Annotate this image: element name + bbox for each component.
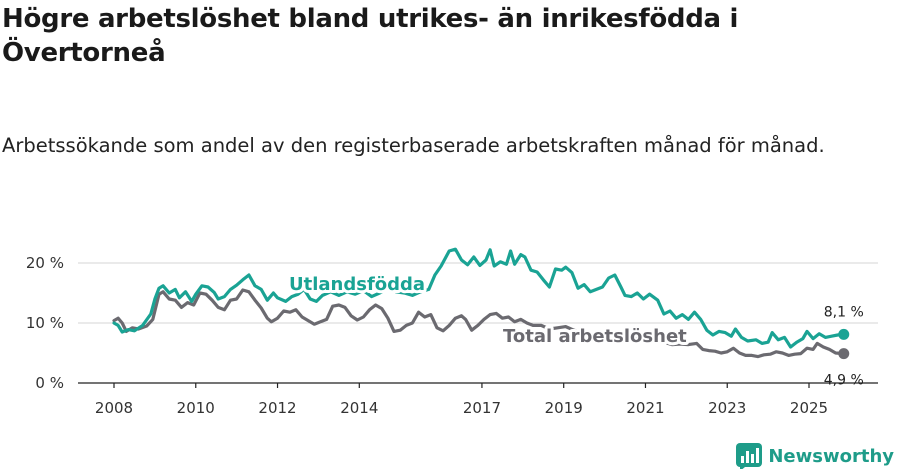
series-lines xyxy=(112,247,850,360)
x-tick-label: 2023 xyxy=(708,399,746,417)
x-tick-label: 2012 xyxy=(258,399,296,417)
end-point-total xyxy=(838,348,850,360)
x-tick-label: 2010 xyxy=(177,399,215,417)
series-line-utlandsfodda xyxy=(112,247,846,349)
chart-subtitle: Arbetssökande som andel av den registerb… xyxy=(2,134,825,157)
series-label-total: Total arbetslöshet xyxy=(503,326,687,347)
end-label-utlandsfodda: 8,1 % xyxy=(824,304,864,320)
series-label-total-halo: Total arbetslöshet xyxy=(503,326,687,347)
y-tick-label: 20 % xyxy=(26,254,64,272)
x-axis: 2008 2010 2012 2014 2017 2019 2021 2023 2025 xyxy=(78,382,878,417)
end-label-total: 4,9 % xyxy=(824,373,864,389)
chart-title: Högre arbetslöshet bland utrikes- än inr… xyxy=(2,4,739,68)
series-label-utlandsfodda: Utlandsfödda xyxy=(289,274,425,295)
newsworthy-logo: Newsworthy xyxy=(736,443,894,469)
x-tick-label: 2017 xyxy=(463,399,501,417)
x-tick-label: 2014 xyxy=(340,399,378,417)
x-tick-label: 2021 xyxy=(626,399,664,417)
brand-name: Newsworthy xyxy=(768,445,894,467)
x-tick-label: 2025 xyxy=(790,399,828,417)
x-tick-label: 2008 xyxy=(95,399,133,417)
x-tick-label: 2019 xyxy=(545,399,583,417)
y-tick-label: 10 % xyxy=(26,314,64,332)
labels: 8,1 %4,9 %UtlandsföddaUtlandsföddaTotal … xyxy=(286,271,864,389)
series-label-utlandsfodda-halo: Utlandsfödda xyxy=(289,274,425,295)
y-tick-label: 0 % xyxy=(35,374,64,392)
series-line-total xyxy=(112,288,846,359)
end-point-utlandsfodda xyxy=(838,328,850,340)
bar-chart-logo-icon xyxy=(736,443,763,469)
